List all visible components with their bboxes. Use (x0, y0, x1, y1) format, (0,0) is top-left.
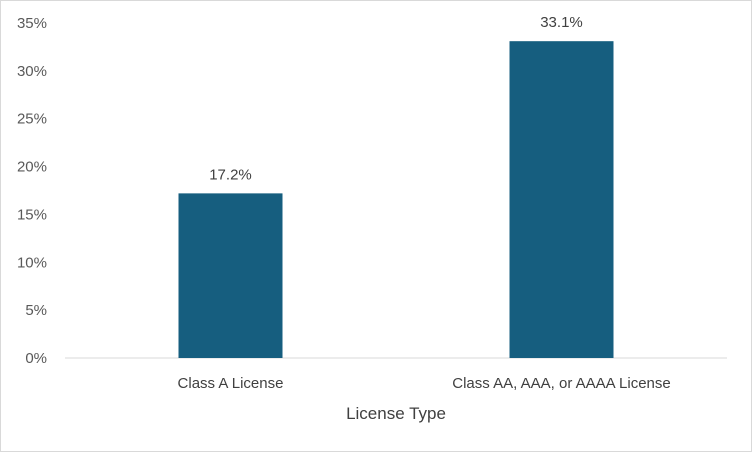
y-tick-label: 0% (25, 350, 47, 367)
y-tick-label: 35% (17, 15, 47, 32)
y-tick-label: 30% (17, 63, 47, 80)
data-label: 33.1% (540, 14, 583, 31)
y-axis-ticks: 0% 5% 10% 15% 20% 25% 30% 35% (17, 15, 47, 367)
x-axis-category-labels: Class A License Class AA, AAA, or AAAA Li… (178, 375, 671, 392)
x-axis-title: License Type (346, 404, 446, 423)
y-tick-label: 20% (17, 159, 47, 176)
y-tick-label: 25% (17, 111, 47, 128)
x-category-label: Class A License (178, 375, 284, 392)
y-tick-label: 5% (25, 302, 47, 319)
x-category-label: Class AA, AAA, or AAAA License (452, 375, 670, 392)
data-label: 17.2% (209, 166, 252, 183)
y-tick-label: 15% (17, 206, 47, 223)
bars (178, 41, 614, 358)
bar (509, 41, 614, 358)
bar (178, 193, 283, 358)
data-labels: 17.2% 33.1% (209, 14, 583, 183)
y-tick-label: 10% (17, 254, 47, 271)
